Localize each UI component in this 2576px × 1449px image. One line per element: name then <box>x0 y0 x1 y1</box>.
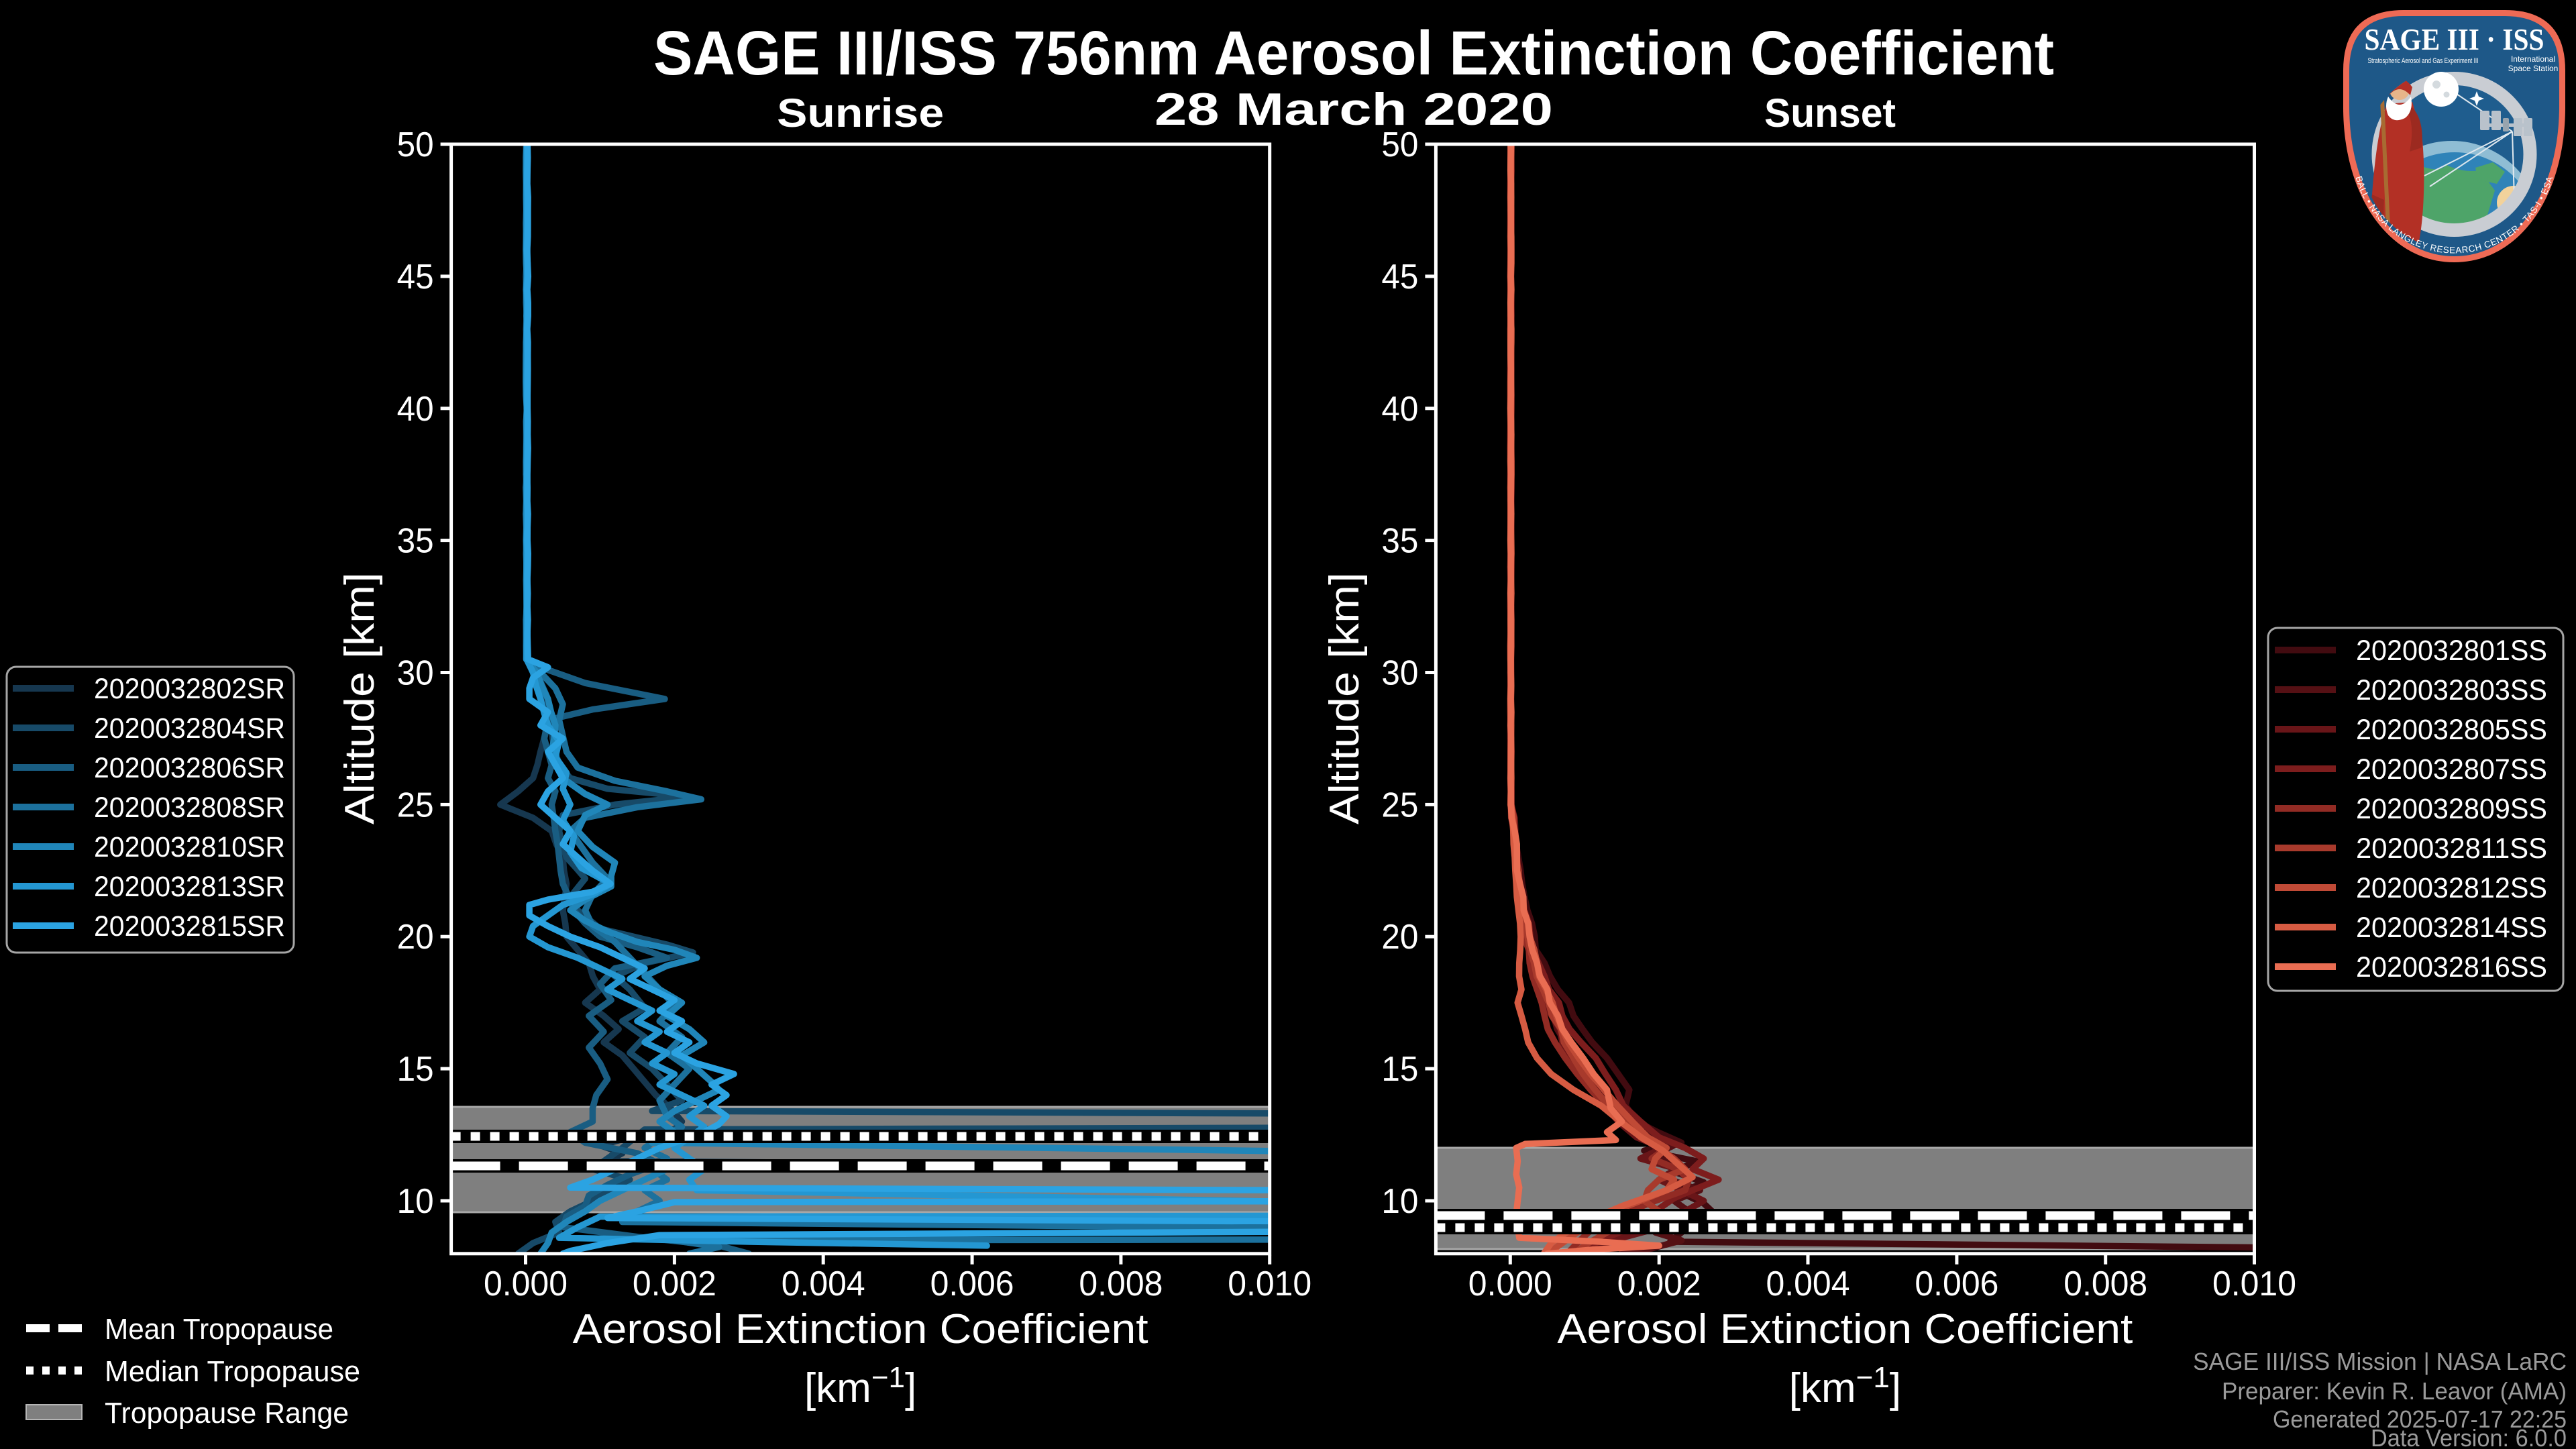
svg-text:Space Station: Space Station <box>2508 64 2559 73</box>
svg-text:0.008: 0.008 <box>1079 1265 1163 1303</box>
svg-text:25: 25 <box>1381 786 1418 824</box>
svg-text:Tropopause Range: Tropopause Range <box>105 1397 349 1430</box>
svg-text:10: 10 <box>1381 1182 1418 1221</box>
svg-text:2020032812SS: 2020032812SS <box>2356 872 2547 904</box>
svg-text:0.002: 0.002 <box>633 1265 716 1303</box>
svg-text:35: 35 <box>397 522 434 561</box>
svg-text:0.004: 0.004 <box>782 1265 865 1303</box>
svg-text:15: 15 <box>1381 1050 1418 1089</box>
svg-text:40: 40 <box>1381 390 1418 429</box>
svg-text:2020032811SS: 2020032811SS <box>2356 833 2547 865</box>
svg-text:45: 45 <box>397 258 434 297</box>
svg-text:2020032801SS: 2020032801SS <box>2356 635 2547 667</box>
svg-text:2020032803SS: 2020032803SS <box>2356 674 2547 706</box>
svg-text:2020032808SR: 2020032808SR <box>94 792 285 824</box>
svg-text:40: 40 <box>397 390 434 429</box>
svg-text:Stratospheric Aerosol and Gas: Stratospheric Aerosol and Gas Experiment… <box>2368 57 2479 65</box>
svg-text:Generated 2025-07-17 22:25: Generated 2025-07-17 22:25 <box>2273 1405 2567 1433</box>
svg-text:0.008: 0.008 <box>2063 1265 2147 1303</box>
svg-text:0.002: 0.002 <box>1617 1265 1701 1303</box>
svg-text:0.006: 0.006 <box>930 1265 1014 1303</box>
svg-text:30: 30 <box>397 654 434 693</box>
svg-text:Mean Tropopause: Mean Tropopause <box>105 1313 333 1346</box>
svg-text:0.006: 0.006 <box>1915 1265 1998 1303</box>
svg-text:2020032814SS: 2020032814SS <box>2356 912 2547 944</box>
svg-text:0.010: 0.010 <box>2212 1265 2296 1303</box>
svg-text:10: 10 <box>397 1182 434 1221</box>
svg-text:2020032802SR: 2020032802SR <box>94 673 285 705</box>
svg-text:2020032813SR: 2020032813SR <box>94 871 285 903</box>
svg-text:28 March 2020: 28 March 2020 <box>1155 84 1553 135</box>
svg-text:SAGE III/ISS 756nm Aerosol Ext: SAGE III/ISS 756nm Aerosol Extinction Co… <box>653 18 2054 88</box>
svg-text:2020032807SS: 2020032807SS <box>2356 753 2547 786</box>
svg-text:Sunset: Sunset <box>1764 91 1896 136</box>
svg-text:50: 50 <box>1381 125 1418 164</box>
svg-text:35: 35 <box>1381 522 1418 561</box>
svg-text:SAGE III/ISS Mission | NASA La: SAGE III/ISS Mission | NASA LaRC <box>2193 1348 2567 1375</box>
svg-text:0.000: 0.000 <box>484 1265 568 1303</box>
svg-text:Aerosol Extinction Coefficient: Aerosol Extinction Coefficient <box>1557 1306 2133 1352</box>
svg-text:0.000: 0.000 <box>1468 1265 1552 1303</box>
svg-text:International: International <box>2511 54 2555 64</box>
svg-text:2020032805SS: 2020032805SS <box>2356 714 2547 746</box>
svg-text:15: 15 <box>397 1050 434 1089</box>
svg-text:0.004: 0.004 <box>1766 1265 1850 1303</box>
svg-text:0.010: 0.010 <box>1228 1265 1311 1303</box>
svg-text:Altitude [km]: Altitude [km] <box>337 572 383 824</box>
svg-text:30: 30 <box>1381 654 1418 693</box>
svg-text:2020032815SR: 2020032815SR <box>94 910 285 943</box>
svg-text:Data Version: 6.0.0: Data Version: 6.0.0 <box>2371 1424 2567 1449</box>
svg-text:SAGE III · ISS: SAGE III · ISS <box>2365 22 2544 56</box>
svg-text:Median Tropopause: Median Tropopause <box>105 1355 360 1388</box>
svg-text:Aerosol Extinction Coefficient: Aerosol Extinction Coefficient <box>573 1306 1148 1352</box>
svg-text:20: 20 <box>397 918 434 957</box>
svg-text:Altitude [km]: Altitude [km] <box>1322 572 1368 824</box>
svg-text:[km−1]: [km−1] <box>1789 1361 1901 1411</box>
svg-text:2020032816SS: 2020032816SS <box>2356 951 2547 983</box>
svg-text:Sunrise: Sunrise <box>777 91 944 136</box>
svg-text:2020032809SS: 2020032809SS <box>2356 793 2547 825</box>
svg-text:45: 45 <box>1381 258 1418 297</box>
svg-text:2020032804SR: 2020032804SR <box>94 712 285 745</box>
svg-text:25: 25 <box>397 786 434 824</box>
svg-text:2020032806SR: 2020032806SR <box>94 752 285 784</box>
svg-text:50: 50 <box>397 125 434 164</box>
svg-text:2020032810SR: 2020032810SR <box>94 831 285 863</box>
svg-text:Preparer: Kevin R. Leavor (AMA: Preparer: Kevin R. Leavor (AMA) <box>2222 1377 2567 1405</box>
svg-text:20: 20 <box>1381 918 1418 957</box>
